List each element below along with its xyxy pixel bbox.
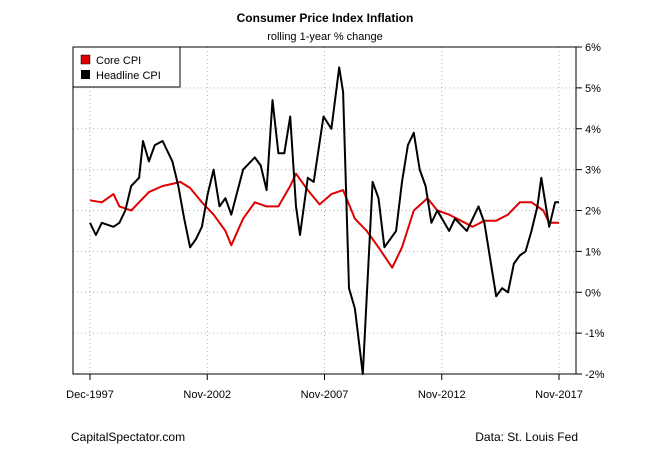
y-tick-label: -1% bbox=[585, 328, 605, 340]
plot-frame bbox=[72, 46, 577, 375]
y-tick-label: 3% bbox=[585, 165, 601, 177]
legend-box bbox=[72, 46, 181, 88]
y-tick-label: 2% bbox=[585, 206, 601, 218]
chart-subtitle: rolling 1-year % change bbox=[267, 31, 383, 43]
x-tick-label: Nov-2002 bbox=[183, 389, 231, 401]
legend-label-headline: Headline CPI bbox=[96, 70, 161, 82]
y-tick-label: -2% bbox=[585, 369, 605, 381]
series-line-core-cpi bbox=[89, 172, 559, 269]
x-tick-label: Nov-2017 bbox=[535, 389, 583, 401]
y-tick-label: 5% bbox=[585, 83, 601, 95]
legend-swatch-core bbox=[80, 54, 91, 65]
x-tick-label: Nov-2012 bbox=[418, 389, 466, 401]
footer-data-credit: Data: St. Louis Fed bbox=[475, 430, 578, 444]
legend-label-core: Core CPI bbox=[96, 55, 141, 67]
legend-swatch-headline bbox=[81, 70, 90, 79]
y-tick-label: 6% bbox=[585, 42, 601, 54]
x-tick-label: Dec-1997 bbox=[66, 389, 114, 401]
legend: Core CPI Headline CPI bbox=[72, 46, 181, 88]
y-tick-label: 0% bbox=[585, 287, 601, 299]
y-tick-label: 4% bbox=[585, 124, 601, 136]
chart-title: Consumer Price Index Inflation bbox=[237, 11, 414, 25]
x-tick-label: Nov-2007 bbox=[301, 389, 349, 401]
grid bbox=[73, 46, 576, 375]
x-axis: Dec-1997 Nov-2002 Nov-2007 Nov-2012 Nov-2017 bbox=[66, 374, 583, 401]
y-axis: 6% 5% 4% 3% 2% 1% 0% -1% -2% bbox=[576, 42, 605, 381]
series-layer bbox=[89, 66, 559, 375]
footer-source-site: CapitalSpectator.com bbox=[71, 430, 186, 444]
series-line-headline-cpi bbox=[89, 66, 559, 375]
y-tick-label: 1% bbox=[585, 246, 601, 258]
